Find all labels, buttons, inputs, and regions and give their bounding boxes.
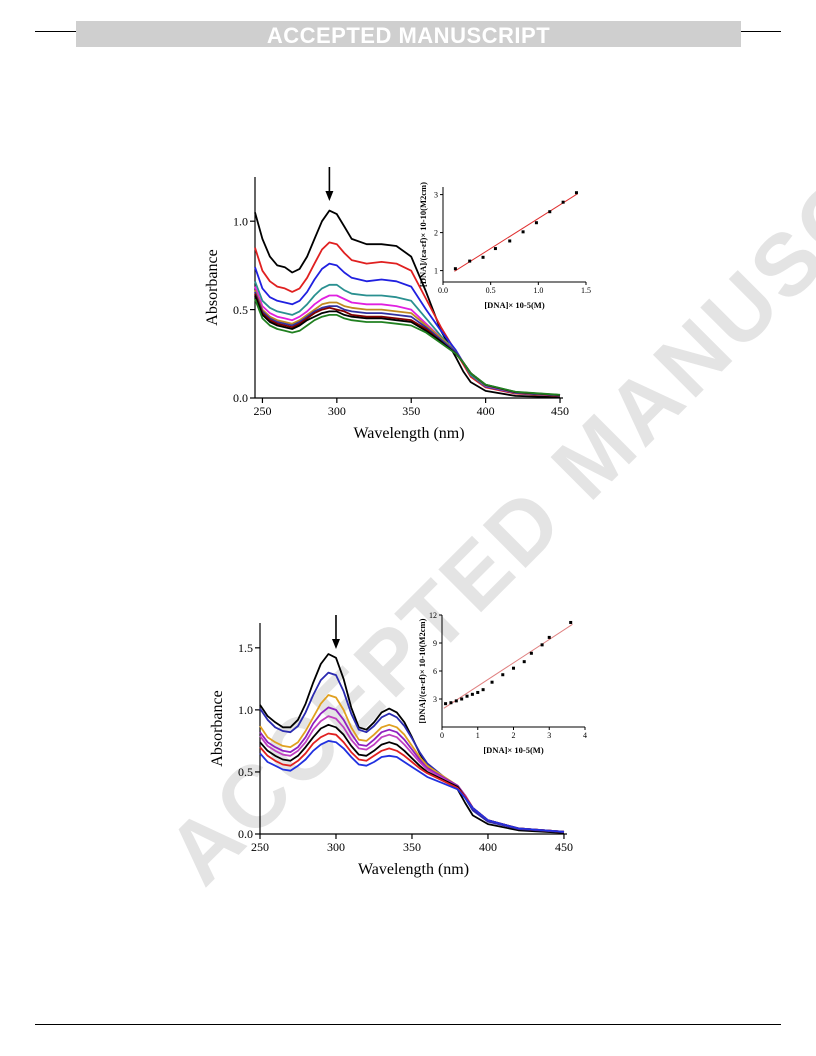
- chart-1-x-tick-label: 400: [477, 404, 495, 418]
- chart-2-y-tick-label: 1.5: [238, 641, 253, 655]
- chart-2-x-tick-label: 450: [555, 840, 573, 854]
- chart-2-inset-data-point: [449, 701, 453, 705]
- chart-1-inset-y-tick-label: 2: [434, 228, 438, 237]
- chart-1-inset-y-tick-label: 3: [434, 190, 438, 199]
- chart-1-inset-x-tick-label: 1.5: [581, 286, 591, 295]
- chart-1-series-line-1: [254, 209, 561, 399]
- accepted-manuscript-banner: ACCEPTED MANUSCRIPT: [76, 21, 741, 47]
- figure-2-chart: 250 300 350 400 450 0.0 0.5 1.0 1.5 Wavelength (n…: [209, 611, 587, 878]
- chart-2-inset-x-tick-label: 4: [583, 731, 587, 740]
- chart-2-x-tick-label: 350: [403, 840, 421, 854]
- chart-2-x-tick-label: 300: [327, 840, 345, 854]
- chart-2-inset-data-point: [569, 620, 573, 624]
- chart-2-inset-data-point: [540, 643, 544, 647]
- chart-2-inset-data-point: [481, 688, 485, 692]
- chart-2-inset-data-point: [501, 673, 505, 677]
- chart-2-series-line-5: [259, 715, 565, 833]
- chart-2-inset-data-point: [465, 694, 469, 698]
- chart-1-inset-data-point: [561, 200, 565, 204]
- chart-1-y-tick-label: 0.0: [233, 391, 248, 405]
- chart-1-arrow-head: [325, 191, 334, 201]
- chart-2-x-tick-label: 250: [251, 840, 269, 854]
- chart-2-inset-x-axis-label: [DNA]× 10-5(M): [483, 745, 543, 755]
- chart-2-y-tick-label: 1.0: [238, 703, 253, 717]
- chart-2-inset-x-tick-label: 2: [512, 731, 516, 740]
- footer-rule: [35, 1024, 781, 1025]
- chart-1-inset-data-point: [508, 239, 512, 243]
- chart-1-x-tick-label: 300: [328, 404, 346, 418]
- chart-1-inset-y-tick-label: 1: [434, 266, 438, 275]
- chart-2-inset-data-point: [522, 660, 526, 664]
- chart-1-series-line-10: [254, 298, 561, 396]
- chart-2-inset-y-tick-label: 9: [433, 639, 437, 648]
- chart-2-inset-data-point: [529, 651, 533, 655]
- chart-1-inset-x-tick-label: 0.5: [486, 286, 496, 295]
- chart-2-inset-data-point: [512, 666, 515, 670]
- chart-1-inset-data-point: [534, 221, 538, 225]
- chart-2-inset-x-tick-label: 1: [476, 731, 480, 740]
- chart-2-inset-fit-line: [443, 623, 573, 709]
- chart-2-x-axis-label: Wavelength (nm): [358, 861, 469, 878]
- chart-2-y-axis-label: Absorbance: [209, 690, 226, 766]
- chart-2-x-tick-label: 400: [479, 840, 497, 854]
- chart-1-inset-data-point: [574, 191, 578, 195]
- chart-1-x-axis-label: Wavelength (nm): [353, 425, 464, 442]
- chart-1-inset-data-point: [468, 259, 472, 263]
- chart-1-inset-fit-line: [454, 193, 578, 272]
- chart-1-inset-data-point: [493, 247, 497, 251]
- chart-2-inset-y-axis-label: [DNA]/(εa-εf)× 10-10(M2cm): [417, 618, 427, 723]
- chart-1-y-axis-label: Absorbance: [204, 249, 221, 325]
- chart-1-inset-x-axis-label: [DNA]× 10-5(M): [484, 300, 544, 310]
- chart-1-inset-data-point: [548, 210, 552, 214]
- chart-2-inset-x-tick-label: 3: [547, 731, 551, 740]
- chart-1-inset-data-point: [521, 230, 525, 234]
- chart-1-inset-y-axis-label: [DNA]/(εa-εf)× 10-10(M2cm): [418, 182, 428, 287]
- chart-2-inset-data-point: [454, 699, 458, 703]
- chart-2-inset-data-point: [476, 690, 480, 694]
- chart-1-inset-x-tick-label: 1.0: [533, 286, 543, 295]
- chart-2-inset-y-tick-label: 12: [429, 611, 437, 620]
- chart-1-y-tick-label: 0.5: [233, 303, 248, 317]
- chart-1-y-tick-label: 1.0: [233, 214, 248, 228]
- chart-2-inset-y-tick-label: 6: [433, 667, 437, 676]
- chart-2-inset-data-point: [547, 635, 551, 639]
- chart-2-inset-data-point: [460, 697, 464, 701]
- chart-2-series-line-8: [259, 740, 565, 833]
- chart-2-inset-y-tick-label: 3: [433, 695, 437, 704]
- chart-2-inset-data-point: [444, 702, 448, 706]
- chart-1-inset-x-tick-label: 0.0: [438, 286, 448, 295]
- chart-1-x-tick-label: 350: [402, 404, 420, 418]
- chart-2-inset-x-tick-label: 0: [440, 731, 444, 740]
- chart-2-inset-data-point: [490, 680, 494, 684]
- chart-1-inset-data-point: [481, 255, 485, 259]
- chart-2-y-tick-label: 0.5: [238, 765, 253, 779]
- chart-2-series-line-3: [259, 694, 565, 833]
- chart-1-inset-data-point: [453, 267, 457, 271]
- chart-2-arrow-head: [331, 639, 340, 649]
- chart-1-x-tick-label: 450: [551, 404, 569, 418]
- chart-2-y-tick-label: 0.0: [238, 827, 253, 841]
- figure-1-chart: 250 300 350 400 450 0.0 0.5 1.0 Wavelength (nm) A…: [204, 167, 591, 442]
- chart-2-series-line-4: [259, 706, 565, 833]
- chart-1-x-tick-label: 250: [253, 404, 271, 418]
- chart-2-inset-data-point: [470, 692, 474, 696]
